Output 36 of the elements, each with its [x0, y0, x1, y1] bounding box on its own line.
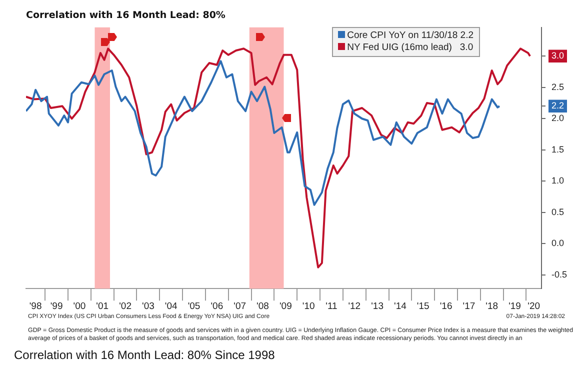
- x-tick-label: '03: [142, 300, 154, 312]
- y-tick-label: 2.0: [551, 113, 564, 124]
- x-tick-label: '18: [486, 300, 498, 312]
- x-tick-label: '09: [279, 300, 292, 312]
- x-tick-label: '20: [528, 300, 540, 312]
- x-tick-label: '13: [371, 300, 384, 312]
- y-tick-label: 0.5: [551, 206, 564, 217]
- x-tick-label: '14: [394, 300, 406, 312]
- x-tick-label: '15: [416, 300, 430, 312]
- y-tick-label: 1.5: [551, 144, 564, 154]
- x-tick-label: '98: [29, 300, 42, 312]
- x-tick-label: '02: [119, 300, 132, 312]
- legend-label: Core CPI YoY on 11/30/18 2.2: [346, 30, 474, 42]
- x-tick-label: '05: [188, 300, 200, 312]
- x-tick-label: '11: [326, 300, 338, 312]
- x-tick-label: '16: [440, 300, 452, 312]
- x-tick-label: '00: [73, 300, 86, 312]
- text: Correlation with 16 Month Lead: 80% Since 1998: [14, 348, 275, 362]
- x-tick-label: '04: [164, 300, 178, 312]
- x-tick-label: '99: [50, 300, 63, 312]
- x-tick-label: '19: [508, 300, 521, 312]
- legend-label: NY Fed UIG (16mo lead) 3.0: [346, 42, 474, 54]
- x-tick-label: '08: [256, 300, 269, 312]
- y-tick-label: 2.2: [551, 100, 564, 111]
- x-tick-label: '07: [234, 300, 246, 312]
- chart-title: Correlation with 16 Month Lead: 80%: [26, 10, 226, 22]
- x-tick-label: '06: [210, 300, 224, 312]
- x-tick-label: '01: [96, 300, 109, 312]
- y-tick-label: 2.5: [551, 82, 564, 92]
- y-tick-label: 0.0: [551, 238, 564, 248]
- y-tick-label: 3.0: [551, 50, 564, 61]
- x-tick-label: '12: [348, 300, 361, 312]
- y-tick-label: 1.0: [551, 176, 564, 186]
- x-tick-label: '10: [302, 300, 315, 312]
- y-tick-label: -0.5: [551, 269, 568, 280]
- x-tick-label: '17: [462, 300, 476, 312]
